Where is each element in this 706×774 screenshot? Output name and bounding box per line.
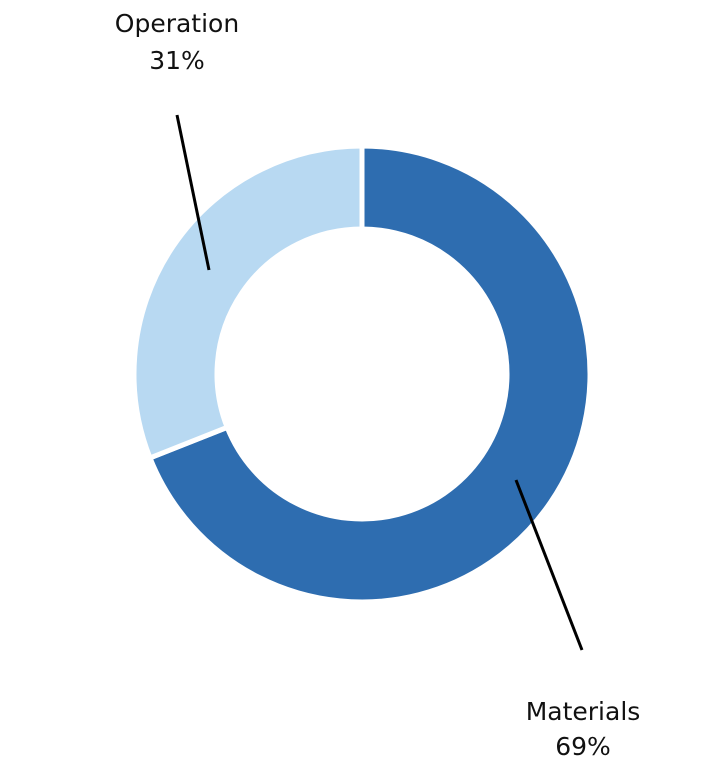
value-label: 31% xyxy=(149,46,205,75)
slice xyxy=(131,143,365,462)
value-label: 69% xyxy=(555,732,611,761)
slice-label: Operation xyxy=(115,9,239,38)
leader-line xyxy=(514,479,584,651)
slice xyxy=(146,143,593,605)
slice-label: Materials xyxy=(526,697,641,726)
leader-line xyxy=(175,114,211,271)
